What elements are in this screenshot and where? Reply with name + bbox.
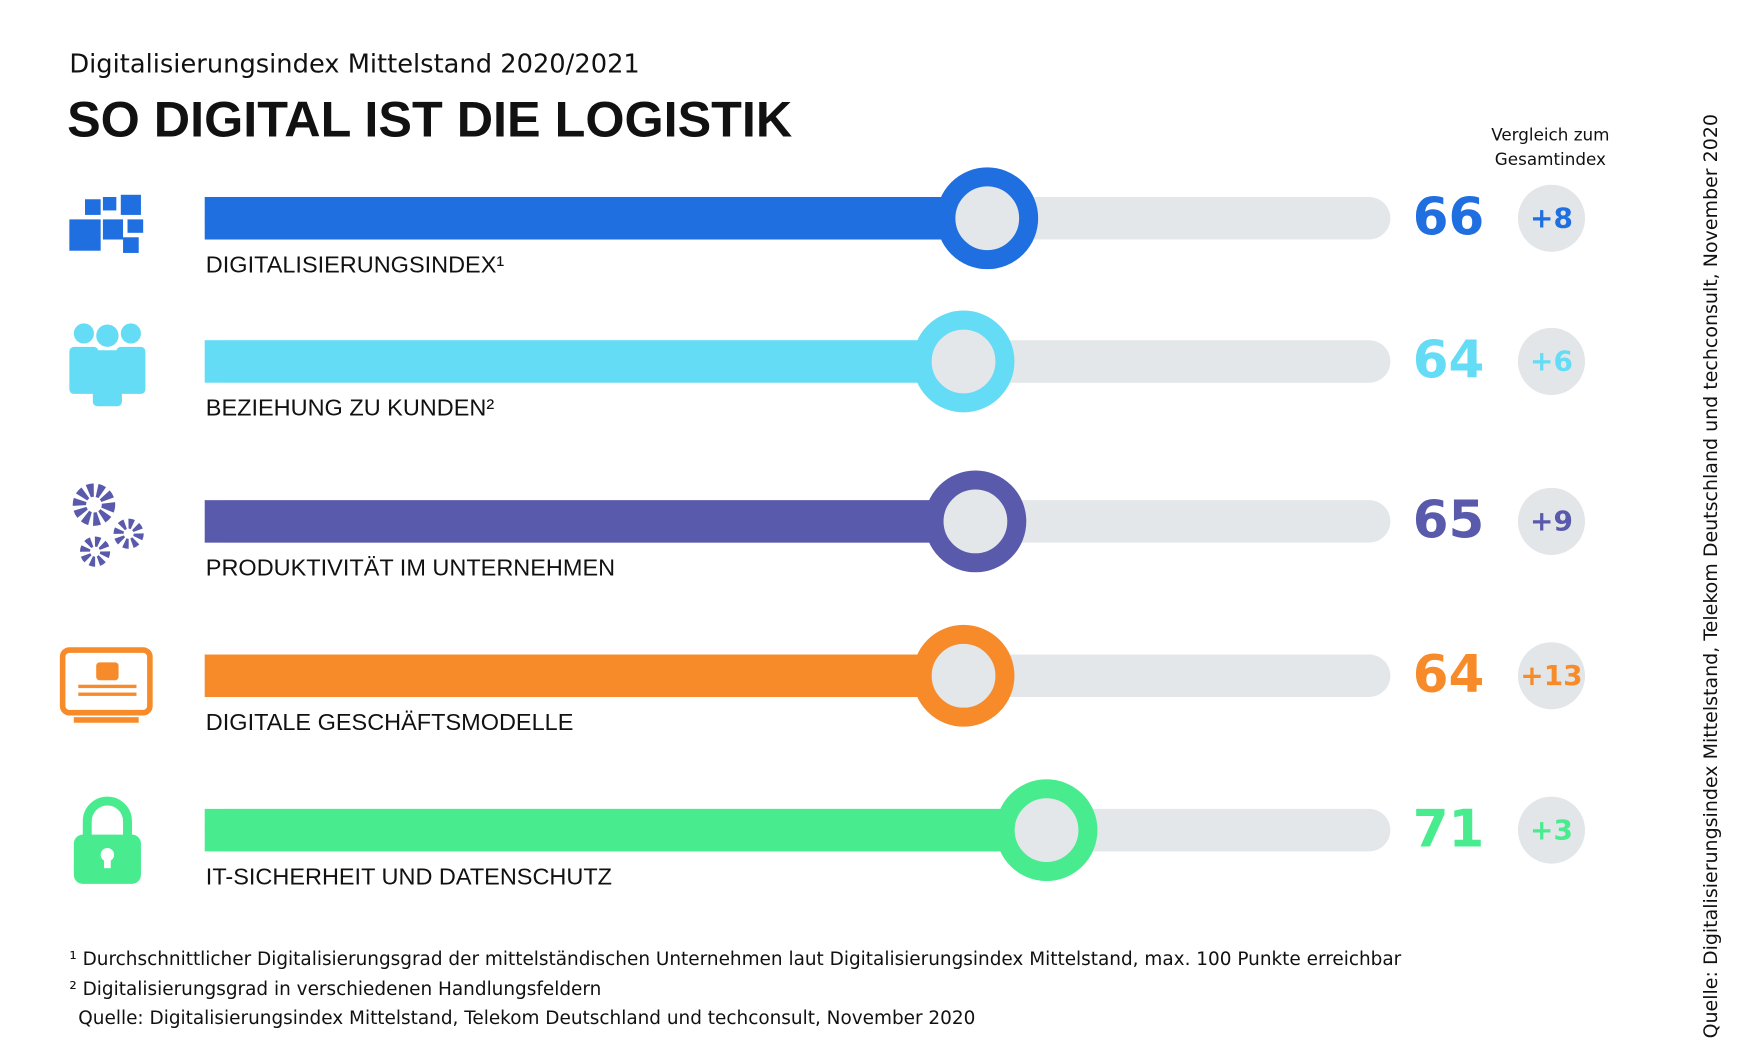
source-vertical: Quelle: Digitalisierungsindex Mittelstan… <box>1700 114 1722 1038</box>
comparison-header: Gesamtindex <box>1495 149 1606 169</box>
comparison-badge <box>1517 327 1586 396</box>
footnote: ² Digitalisierungsgrad in verschiedenen … <box>69 979 601 1000</box>
knob <box>912 624 1015 727</box>
category-label: DIGITALISIERUNGSINDEX¹ <box>206 252 505 278</box>
comparison-header: Vergleich zum <box>1491 124 1609 144</box>
icon-monitor <box>59 647 153 723</box>
knob <box>924 470 1027 573</box>
comparison-label: +9 <box>1530 505 1573 538</box>
bar <box>204 808 1047 852</box>
comparison-label: +8 <box>1530 201 1573 234</box>
value-label: 64 <box>1413 331 1485 391</box>
value-label: 71 <box>1413 799 1485 859</box>
comparison-badge <box>1517 796 1586 864</box>
category-label: DIGITALE GESCHÄFTSMODELLE <box>206 709 574 735</box>
bar <box>204 340 964 383</box>
comparison-badge <box>1517 642 1586 710</box>
comparison-label: +13 <box>1520 659 1582 692</box>
value-label: 64 <box>1413 645 1485 705</box>
knob <box>912 310 1015 413</box>
bar <box>204 197 988 240</box>
knob <box>936 167 1039 270</box>
title: SO DIGITAL IST DIE LOGISTIK <box>67 90 792 147</box>
icon-digital <box>69 194 144 253</box>
bar <box>204 654 964 698</box>
value-label: 66 <box>1413 188 1485 248</box>
icon-customers <box>69 323 146 407</box>
category-label: IT-SICHERHEIT UND DATENSCHUTZ <box>206 863 612 889</box>
comparison-badge <box>1517 487 1586 555</box>
comparison-label: +3 <box>1530 813 1573 846</box>
category-label: PRODUKTIVITÄT IM UNTERNEHMEN <box>206 555 615 581</box>
value-label: 65 <box>1413 491 1485 551</box>
footnote: ¹ Durchschnittlicher Digitalisierungsgra… <box>69 949 1401 970</box>
footnote: Quelle: Digitalisierungsindex Mittelstan… <box>78 1008 975 1029</box>
comparison-label: +6 <box>1530 345 1573 378</box>
bar <box>204 500 976 543</box>
icon-gears <box>72 483 144 567</box>
icon-lock <box>73 796 141 884</box>
subtitle: Digitalisierungsindex Mittelstand 2020/2… <box>69 50 639 80</box>
comparison-badge <box>1517 184 1586 252</box>
knob <box>995 779 1098 882</box>
category-label: BEZIEHUNG ZU KUNDEN² <box>206 395 495 421</box>
